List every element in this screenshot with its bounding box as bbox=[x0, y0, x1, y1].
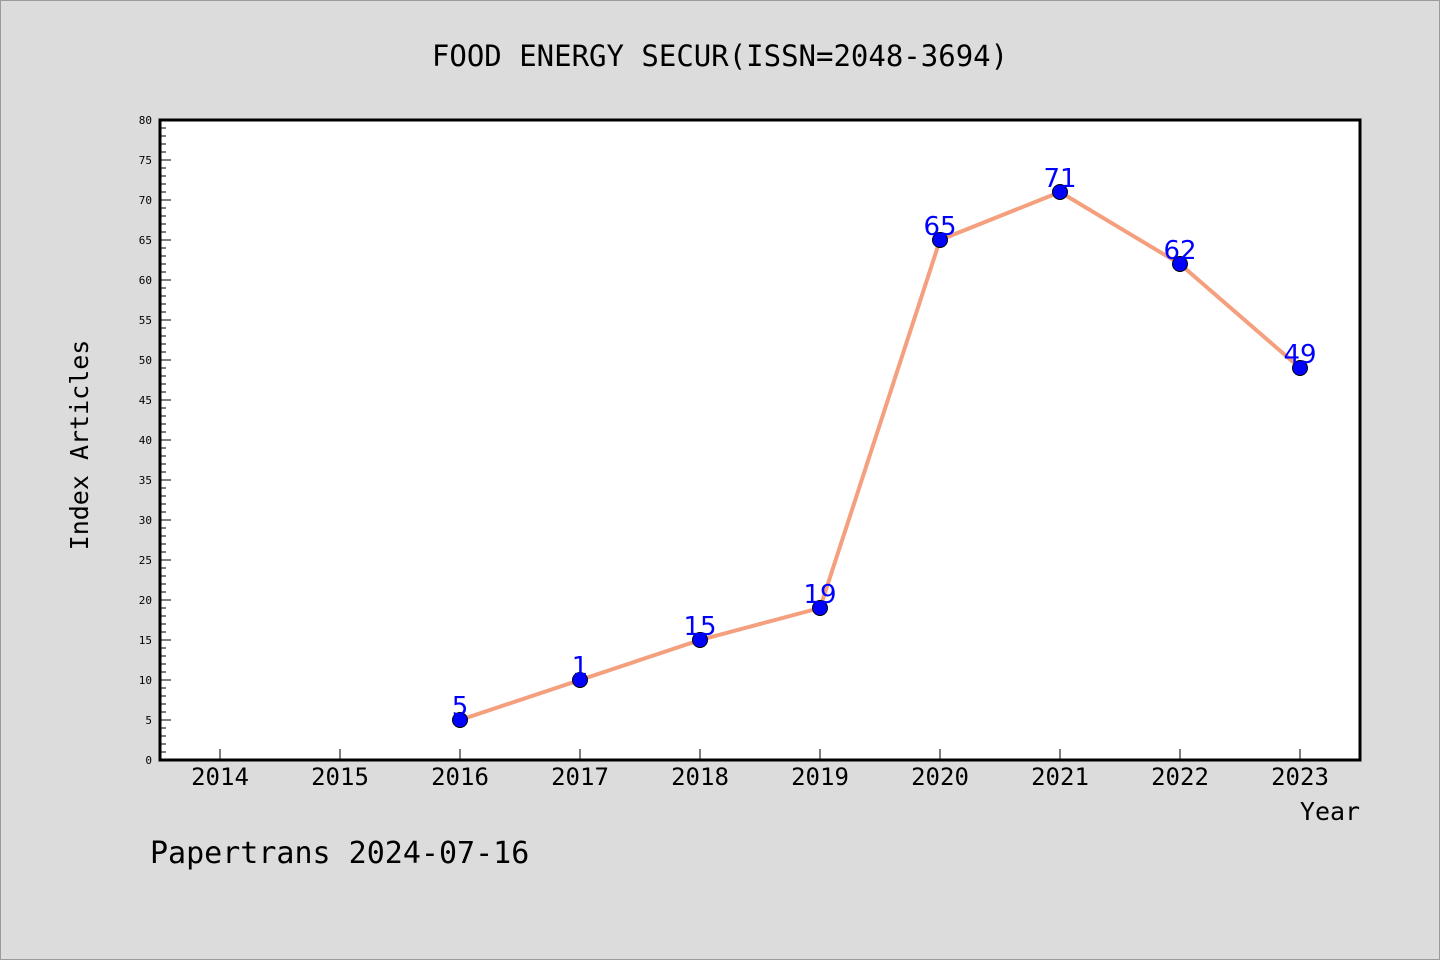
x-tick-label: 2021 bbox=[1031, 763, 1089, 791]
y-axis-label: Index Articles bbox=[65, 340, 94, 551]
data-point-marker bbox=[932, 232, 948, 248]
series-line-group bbox=[452, 184, 1308, 728]
y-tick-label: 55 bbox=[139, 314, 152, 327]
data-label: 15 bbox=[683, 612, 716, 642]
series-line bbox=[459, 190, 1302, 722]
data-point-marker bbox=[1052, 184, 1068, 200]
x-tick-label: 2015 bbox=[311, 763, 369, 791]
x-tick-label: 2018 bbox=[671, 763, 729, 791]
y-tick-label: 75 bbox=[139, 154, 152, 167]
plot-area bbox=[158, 118, 1362, 762]
y-tick-label: 5 bbox=[145, 714, 152, 727]
data-point-marker bbox=[812, 600, 828, 616]
y-tick-label: 50 bbox=[139, 354, 152, 367]
data-point-marker bbox=[692, 632, 708, 648]
data-label-group: 5 1 15 19 65 71 62 49 bbox=[452, 164, 1317, 722]
x-tick-label: 2023 bbox=[1271, 763, 1329, 791]
x-tick-label: 2020 bbox=[911, 763, 969, 791]
y-tick-label: 30 bbox=[139, 514, 152, 527]
data-point-marker bbox=[452, 712, 468, 728]
x-tick-label: 2014 bbox=[191, 763, 249, 791]
y-tick-label: 25 bbox=[139, 554, 152, 567]
x-tick-label: 2019 bbox=[791, 763, 849, 791]
chart-title: FOOD ENERGY SECUR(ISSN=2048-3694) bbox=[432, 39, 1008, 73]
y-tick-label: 60 bbox=[139, 274, 152, 287]
data-label: 19 bbox=[803, 580, 836, 610]
data-point-marker bbox=[1172, 256, 1188, 272]
data-label: 65 bbox=[923, 212, 956, 242]
x-axis: 2014 2015 2016 2017 2018 2019 2020 2021 2022 2023 bbox=[191, 749, 1329, 791]
data-label: 71 bbox=[1043, 164, 1076, 194]
y-tick-label: 45 bbox=[139, 394, 152, 407]
y-tick-label: 80 bbox=[139, 114, 152, 127]
data-point-marker bbox=[1292, 360, 1308, 376]
x-axis-label: Year bbox=[1300, 797, 1360, 826]
x-tick-label: 2017 bbox=[551, 763, 609, 791]
y-tick-label: 0 bbox=[145, 754, 152, 767]
data-label: 5 bbox=[452, 692, 469, 722]
y-tick-label: 20 bbox=[139, 594, 152, 607]
y-axis: 0 5 10 15 20 25 30 35 40 45 50 55 60 65 70 75 80 bbox=[139, 114, 171, 767]
y-tick-label: 10 bbox=[139, 674, 152, 687]
y-tick-label: 40 bbox=[139, 434, 152, 447]
data-label: 1 bbox=[572, 652, 589, 682]
footer-text: Papertrans 2024-07-16 bbox=[150, 836, 529, 871]
y-tick-label: 65 bbox=[139, 234, 152, 247]
data-point-marker bbox=[572, 672, 588, 688]
data-label: 49 bbox=[1283, 340, 1316, 370]
y-tick-label: 70 bbox=[139, 194, 152, 207]
y-tick-label: 15 bbox=[139, 634, 152, 647]
data-label: 62 bbox=[1163, 236, 1196, 266]
x-tick-label: 2022 bbox=[1151, 763, 1209, 791]
y-tick-label: 35 bbox=[139, 474, 152, 487]
x-tick-label: 2016 bbox=[431, 763, 489, 791]
